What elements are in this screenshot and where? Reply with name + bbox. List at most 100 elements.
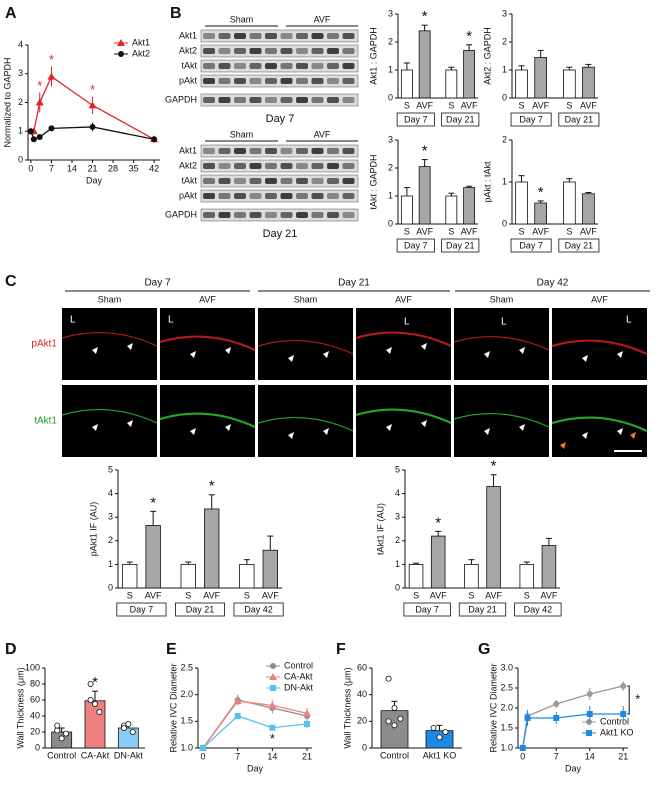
x-tick-label: S [468, 590, 474, 600]
data-point [436, 734, 443, 741]
series-line [202, 715, 308, 749]
blot-band [280, 148, 293, 154]
y-tick-label: 2 [18, 97, 23, 107]
bar [145, 525, 161, 589]
blot-band [296, 212, 308, 218]
x-tick-label: S [566, 100, 572, 110]
group-box [514, 602, 562, 617]
blot-band [280, 63, 293, 69]
panel-label: E [166, 641, 177, 658]
arrowhead [582, 355, 588, 362]
panel-label: D [5, 641, 17, 658]
x-tick-label: AVF [532, 100, 549, 110]
bar [418, 166, 431, 225]
panel-label: F [336, 641, 346, 658]
data-point [397, 715, 404, 722]
blot-band [265, 212, 277, 218]
bar [408, 564, 424, 589]
marker [117, 39, 125, 46]
group-label: AVF [199, 294, 216, 304]
arrowhead [386, 347, 392, 354]
x-tick-label: CA-Akt [81, 750, 110, 760]
blot-band [342, 163, 355, 169]
blot-band [234, 193, 246, 199]
marker [270, 685, 276, 691]
y-tick-label: 2.0 [180, 689, 193, 699]
blot-strip [200, 59, 359, 73]
marker [151, 136, 158, 143]
y-tick-label: 1.5 [180, 716, 193, 726]
blot-strip [200, 174, 359, 188]
arrowhead [288, 432, 294, 439]
blot-band [249, 48, 262, 54]
y-tick-label: 0 [18, 154, 23, 164]
y-tick-label: 2 [502, 36, 507, 46]
x-tick-label: 0 [520, 751, 525, 761]
panel-label: B [170, 5, 182, 22]
y-tick-label: 3 [502, 8, 507, 18]
x-tick-label: S [566, 226, 572, 236]
arrowhead [225, 347, 231, 354]
blot-band [203, 212, 215, 218]
x-tick-label: AVF [145, 590, 162, 600]
data-point [54, 722, 61, 729]
blot-band [342, 178, 355, 184]
group-box [458, 602, 507, 617]
blot-band [218, 78, 231, 84]
blot-band [280, 78, 293, 84]
y-axis-label: Akt1 : GAPDH [368, 27, 378, 85]
arrowhead [519, 347, 525, 354]
marker [553, 701, 560, 707]
marker [620, 711, 627, 717]
x-tick-label: S [448, 226, 454, 236]
blot-band [311, 212, 324, 218]
x-tick-label: 21 [618, 751, 628, 761]
data-point [391, 705, 398, 712]
micrograph [356, 385, 451, 457]
arrowhead-orange [560, 442, 566, 449]
legend-label: Control [284, 660, 313, 670]
x-tick-label: S [185, 590, 191, 600]
significance: * [49, 52, 54, 67]
blot-group: AVF [314, 14, 331, 24]
bar [486, 486, 501, 589]
blot-band [296, 193, 308, 199]
x-tick-label: S [404, 100, 410, 110]
blot-band [234, 163, 246, 169]
x-tick-label: AVF [485, 590, 502, 600]
blot-band [296, 178, 308, 184]
y-tick-label: 1.0 [180, 742, 193, 752]
data-point [385, 718, 392, 725]
group-box [510, 112, 552, 127]
blot-caption: Day 7 [266, 113, 295, 125]
blot-band [342, 148, 355, 154]
data-point [391, 722, 398, 729]
group-box [510, 238, 552, 253]
blot-band [311, 148, 324, 154]
blot-band [203, 33, 215, 39]
group-box [403, 602, 451, 617]
significance: * [635, 691, 640, 706]
y-tick-label: 0 [502, 92, 507, 102]
blot-band [265, 178, 277, 184]
marker [304, 721, 311, 727]
significance: * [422, 8, 428, 25]
blot-band [280, 163, 293, 169]
y-tick-label: 1.5 [500, 722, 513, 732]
legend-label: DN-Akt [284, 682, 313, 692]
y-tick-label: 20 [357, 716, 367, 726]
blot-band [203, 193, 215, 199]
blot-band [327, 193, 339, 199]
bar [515, 69, 528, 99]
blot-band [296, 78, 308, 84]
marker [199, 745, 206, 751]
significance: * [150, 494, 156, 511]
bar [380, 710, 409, 749]
legend-label: Akt2 [132, 48, 150, 58]
day-header: Day 42 [537, 278, 569, 289]
blot-band [296, 33, 308, 39]
y-tick-label: 4 [108, 488, 113, 498]
y-tick-label: 1 [502, 176, 507, 186]
y-tick-label: 1 [108, 559, 113, 569]
